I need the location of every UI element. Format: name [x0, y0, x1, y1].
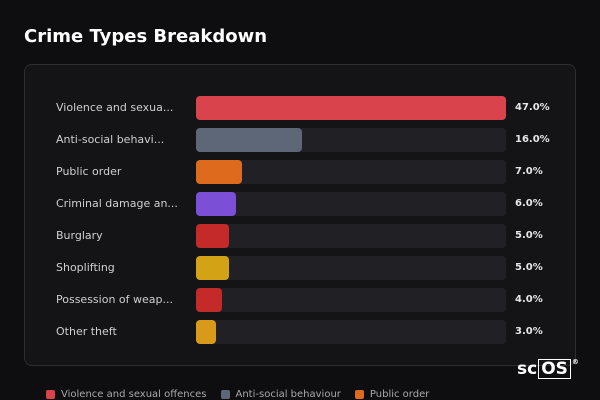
bar-row: Public order 7.0%: [25, 160, 577, 184]
bar-track: [196, 160, 506, 184]
bar-row: Shoplifting 5.0%: [25, 256, 577, 280]
legend-item[interactable]: Violence and sexual offences: [46, 389, 207, 400]
chart-card: Violence and sexua... 47.0% Anti-social be…: [24, 64, 576, 366]
bar-value-label: 16.0%: [515, 134, 550, 145]
bar-value-label: 5.0%: [515, 230, 543, 241]
legend-label: Public order: [369, 388, 430, 400]
bar-category-label: Shoplifting: [56, 261, 115, 274]
bar-track: [196, 288, 506, 312]
bar-value-label: 4.0%: [515, 294, 543, 305]
bar-value-label: 47.0%: [515, 102, 550, 113]
logo-prefix: sc: [517, 359, 538, 379]
bar-value-label: 3.0%: [515, 326, 543, 337]
chart-title: Crime Types Breakdown: [24, 26, 268, 47]
bar[interactable]: [196, 160, 242, 184]
bar-value-label: 7.0%: [515, 166, 543, 177]
bar-row: Possession of weap... 4.0%: [25, 288, 577, 312]
bar-track: [196, 192, 506, 216]
legend-swatch: [46, 389, 55, 399]
bar-category-label: Anti-social behavi...: [56, 133, 165, 146]
bar-value-label: 6.0%: [515, 198, 543, 209]
bar[interactable]: [196, 224, 229, 248]
bar-row: Anti-social behavi... 16.0%: [25, 128, 577, 152]
bar[interactable]: [196, 96, 506, 120]
bar-row: Burglary 5.0%: [25, 224, 577, 248]
legend-item[interactable]: Public order: [354, 388, 430, 400]
bar-category-label: Other theft: [56, 325, 117, 338]
bar-track: [196, 256, 506, 280]
bar-row: Criminal damage an... 6.0%: [25, 192, 577, 216]
bar[interactable]: [196, 288, 222, 312]
bar-category-label: Possession of weap...: [56, 293, 173, 306]
legend-label: Violence and sexual offences: [61, 388, 207, 400]
logo-boxed-text: OS: [538, 359, 571, 379]
legend-label: Anti-social behaviour: [235, 388, 341, 400]
chart-legend: Violence and sexual offences Anti-social …: [46, 387, 429, 400]
bar-category-label: Violence and sexua...: [56, 101, 174, 114]
legend-item[interactable]: Anti-social behaviour: [220, 388, 341, 400]
bar[interactable]: [196, 320, 216, 344]
bar-category-label: Criminal damage an...: [56, 197, 178, 210]
bar-category-label: Public order: [56, 165, 122, 178]
bar[interactable]: [196, 192, 236, 216]
registered-mark: ®: [571, 358, 579, 366]
bar-track: [196, 224, 506, 248]
bar[interactable]: [196, 128, 302, 152]
legend-swatch: [220, 389, 230, 399]
brand-logo: sc OS ®: [517, 358, 579, 380]
bar-category-label: Burglary: [56, 229, 103, 242]
bar-track: [196, 96, 506, 120]
bar-track: [196, 320, 506, 344]
legend-swatch: [354, 389, 364, 399]
bar-track: [196, 128, 506, 152]
bar-value-label: 5.0%: [515, 262, 543, 273]
bar[interactable]: [196, 256, 229, 280]
bar-row: Violence and sexua... 47.0%: [25, 96, 577, 120]
bar-row: Other theft 3.0%: [25, 320, 577, 344]
